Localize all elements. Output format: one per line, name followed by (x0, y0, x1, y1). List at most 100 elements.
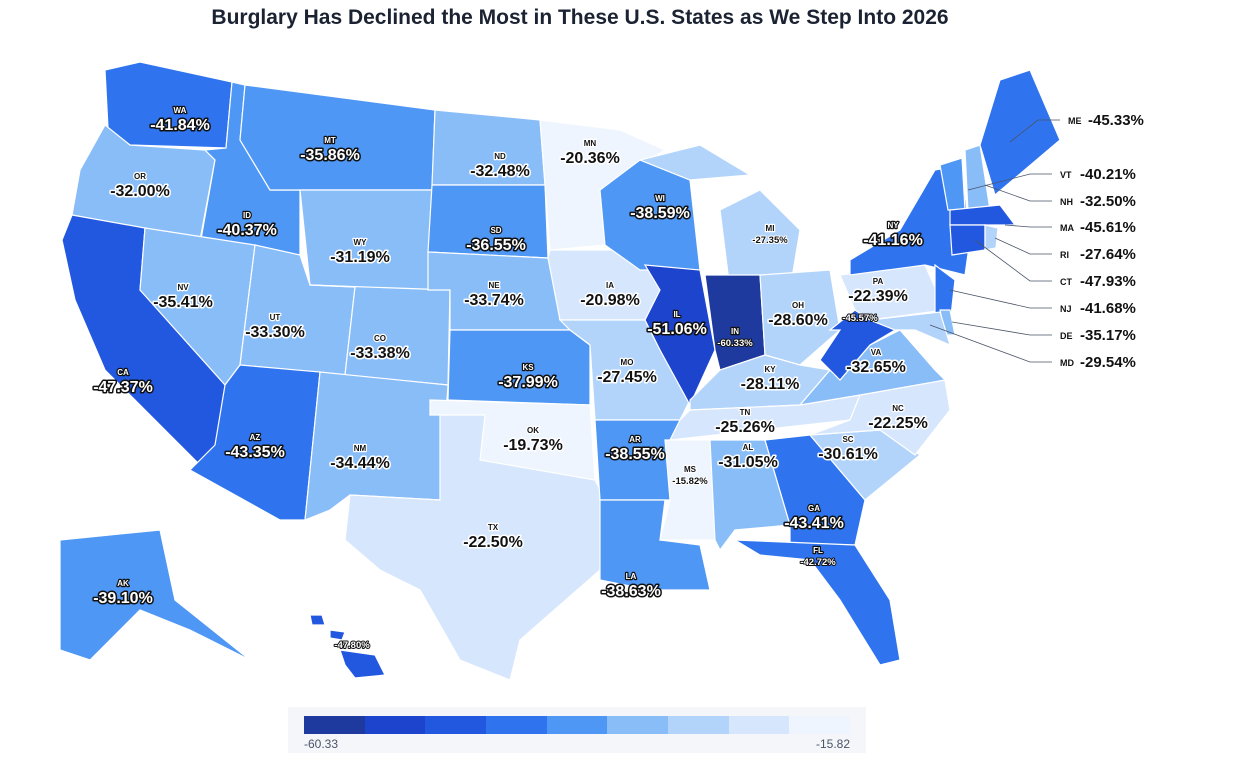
legend-swatch (425, 716, 487, 734)
callout-state-value: -45.33% (1088, 112, 1144, 129)
chart-title: Burglary Has Declined the Most in These … (211, 6, 949, 29)
state-value-label: -30.61% (818, 446, 878, 463)
state-value-label: -33.74% (464, 292, 524, 309)
state-value-label: -47.37% (93, 379, 153, 396)
callout-state-abbr: NJ (1060, 304, 1072, 314)
legend-swatch (789, 716, 851, 734)
state-abbr-label: OH (792, 301, 804, 310)
callout-state-value: -29.54% (1080, 354, 1136, 371)
state-abbr-label: NE (488, 281, 500, 290)
state-value-label: -32.00% (110, 183, 170, 200)
state-value-label: -15.82% (672, 476, 708, 487)
callout-leader-line (951, 321, 1052, 336)
state-abbr-label: IA (606, 281, 614, 290)
state-abbr-label: ND (494, 152, 506, 161)
callout-state-value: -40.21% (1080, 166, 1136, 183)
state-abbr-label: MN (584, 139, 597, 148)
callout-state-value: -32.50% (1080, 193, 1136, 210)
state-me[interactable] (979, 69, 1061, 197)
state-hi[interactable] (339, 649, 386, 679)
state-value-label: -38.63% (601, 583, 661, 600)
state-value-label: -32.65% (846, 359, 906, 376)
state-abbr-label: LA (626, 572, 637, 581)
callout-leader-line (929, 324, 1052, 363)
state-abbr-label: NV (177, 283, 189, 292)
state-value-label: -45.57% (842, 313, 878, 324)
state-abbr-label: NY (887, 221, 899, 230)
callout-state-abbr: DE (1060, 331, 1073, 341)
callout-state-abbr: VT (1060, 170, 1072, 180)
state-ms[interactable] (659, 439, 716, 541)
state-value-label: -22.50% (463, 534, 523, 551)
state-mi[interactable] (638, 144, 752, 181)
state-abbr-label: WY (354, 238, 368, 247)
state-abbr-label: PA (873, 277, 884, 286)
state-value-label: -37.99% (498, 374, 558, 391)
callout-leader-line (974, 239, 1052, 282)
legend-color-scale (304, 716, 851, 734)
state-la[interactable] (599, 499, 711, 591)
state-abbr-label: MO (621, 358, 634, 367)
state-abbr-label: VA (871, 348, 882, 357)
state-oh[interactable] (759, 269, 841, 366)
legend-swatch (668, 716, 729, 734)
state-abbr-label: AZ (250, 433, 261, 442)
legend-swatch (486, 716, 547, 734)
state-value-label: -19.73% (503, 437, 563, 454)
state-value-label: -40.37% (217, 222, 277, 239)
callout-leader-line (949, 289, 1052, 309)
callout-state-value: -47.93% (1080, 273, 1136, 290)
state-abbr-label: CA (117, 368, 129, 377)
state-abbr-label: SC (842, 435, 853, 444)
callout-state-abbr: RI (1060, 250, 1069, 260)
state-value-label: -31.19% (330, 249, 390, 266)
state-value-label: -36.55% (466, 237, 526, 254)
state-tx[interactable] (344, 414, 606, 681)
state-ma[interactable] (949, 204, 1017, 226)
state-mt[interactable] (239, 84, 436, 191)
state-value-label: -35.41% (153, 294, 213, 311)
state-value-label: -42.72% (800, 557, 836, 568)
state-value-label: -20.36% (560, 150, 620, 167)
callout-state-abbr: ME (1068, 116, 1082, 126)
state-in[interactable] (704, 274, 766, 371)
state-abbr-label: TX (488, 523, 499, 532)
state-abbr-label: ID (243, 211, 251, 220)
state-abbr-label: MT (324, 136, 336, 145)
state-abbr-label: NC (892, 404, 904, 413)
state-wa[interactable] (104, 61, 233, 149)
state-value-label: -22.25% (868, 415, 928, 432)
callout-leader-line (994, 237, 1052, 255)
state-value-label: -34.44% (330, 455, 390, 472)
callout-state-abbr: NH (1060, 197, 1073, 207)
callout-leader-line (967, 173, 1052, 191)
state-value-label: -28.11% (741, 376, 800, 393)
state-value-label: -39.10% (93, 590, 153, 607)
state-fl[interactable] (734, 539, 901, 666)
state-abbr-label: MI (766, 224, 775, 233)
state-hi[interactable] (309, 614, 326, 626)
state-ks[interactable] (447, 329, 591, 406)
state-value-label: -35.86% (300, 147, 360, 164)
state-abbr-label: CO (374, 334, 386, 343)
state-abbr-label: MS (684, 465, 697, 474)
state-abbr-label: TN (740, 408, 751, 417)
state-value-label: -38.59% (630, 205, 690, 222)
state-value-label: -22.39% (848, 288, 908, 305)
callout-state-abbr: MD (1060, 358, 1074, 368)
state-ri[interactable] (984, 224, 999, 251)
state-abbr-label: IL (673, 310, 680, 319)
state-abbr-label: SD (490, 226, 501, 235)
state-value-label: -41.16% (863, 232, 923, 249)
state-value-label: -27.45% (597, 369, 657, 386)
state-value-label: -20.98% (580, 292, 640, 309)
state-ak[interactable] (59, 529, 251, 661)
state-value-label: -33.38% (350, 345, 410, 362)
state-hi[interactable] (329, 629, 346, 641)
state-ct[interactable] (949, 224, 986, 256)
state-md[interactable] (869, 311, 951, 347)
state-abbr-label: OK (527, 426, 539, 435)
state-value-label: -27.35% (752, 235, 788, 246)
state-il[interactable] (643, 264, 716, 407)
state-value-label: -43.35% (225, 444, 285, 461)
